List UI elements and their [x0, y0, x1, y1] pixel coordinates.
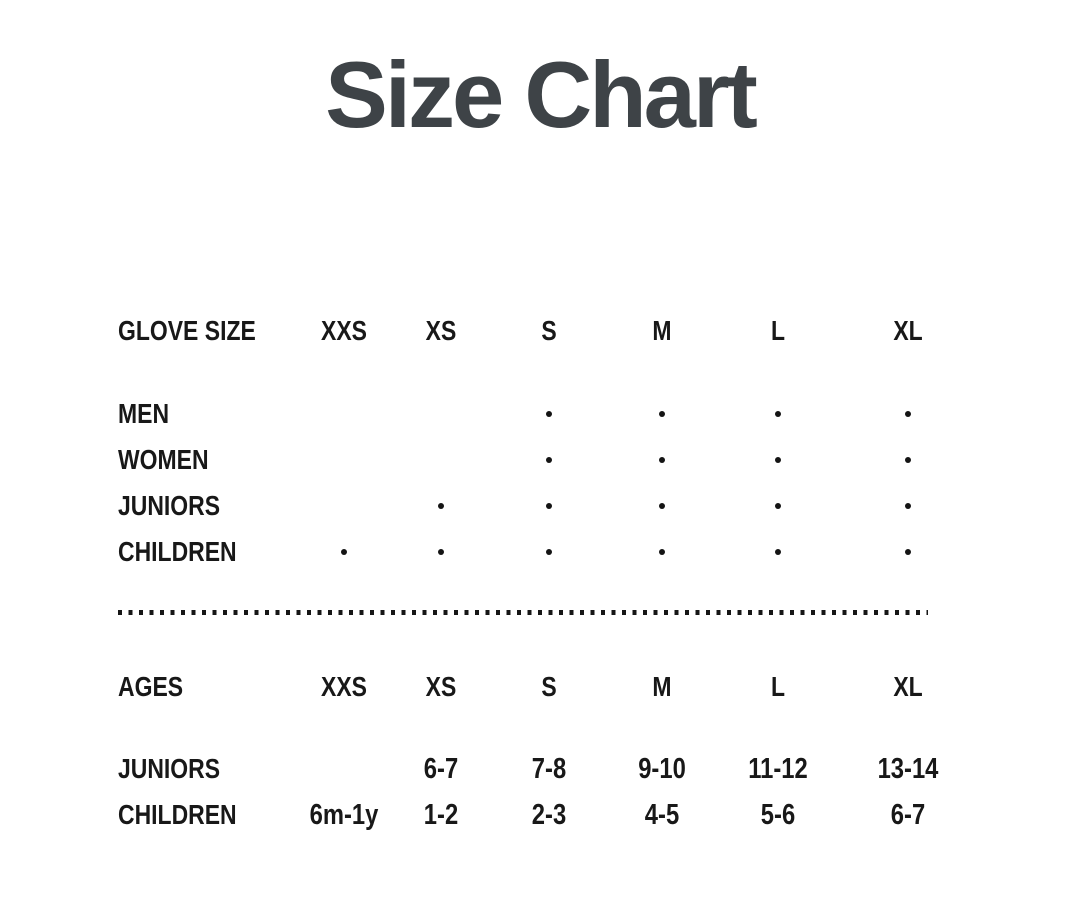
size-dot-icon: [775, 457, 781, 463]
size-dot-icon: [546, 503, 552, 509]
ages-column-header-m: M: [652, 671, 672, 702]
age-value: 9-10: [638, 752, 686, 785]
size-chart: GLOVE SIZE XXS XS S M L XL MEN WOMEN: [118, 308, 978, 838]
row-label-men: MEN: [118, 398, 170, 429]
ages-table-header-row: AGES XXS XS S M L XL: [118, 664, 978, 710]
glove-table-row-children: CHILDREN: [118, 529, 978, 575]
size-dot-icon: [775, 411, 781, 417]
row-label-juniors: JUNIORS: [118, 490, 221, 521]
age-value: 4-5: [644, 798, 680, 831]
column-header-m: M: [652, 315, 672, 346]
ages-row-children: CHILDREN 6m-1y 1-2 2-3 4-5 5-6 6-7: [118, 792, 978, 838]
mark-cell: [606, 549, 718, 555]
mark-cell: [492, 503, 606, 509]
size-dot-icon: [775, 503, 781, 509]
mark-cell: [606, 411, 718, 417]
age-value: 6-7: [890, 798, 926, 831]
ages-column-header-l: L: [770, 671, 786, 702]
age-value: 1-2: [423, 798, 459, 831]
ages-column-header-s: S: [541, 671, 557, 702]
size-dot-icon: [905, 549, 911, 555]
mark-cell: [606, 503, 718, 509]
row-label-children: CHILDREN: [118, 799, 237, 830]
size-dot-icon: [905, 411, 911, 417]
row-label-children: CHILDREN: [118, 536, 237, 567]
size-dot-icon: [905, 503, 911, 509]
size-dot-icon: [659, 411, 665, 417]
column-header-l: L: [770, 315, 786, 346]
size-dot-icon: [438, 503, 444, 509]
age-value: 2-3: [531, 798, 567, 831]
ages-table-body: JUNIORS 6-7 7-8 9-10 11-12 13-14 CHILDRE…: [118, 746, 978, 838]
size-dot-icon: [659, 503, 665, 509]
column-header-xxs: XXS: [321, 315, 367, 346]
age-value: 5-6: [760, 798, 796, 831]
glove-table-row-women: WOMEN: [118, 437, 978, 483]
size-dot-icon: [546, 457, 552, 463]
age-value: 7-8: [531, 752, 567, 785]
mark-cell: [838, 457, 978, 463]
glove-size-table: GLOVE SIZE XXS XS S M L XL MEN WOMEN: [118, 308, 978, 575]
ages-row-juniors: JUNIORS 6-7 7-8 9-10 11-12 13-14: [118, 746, 978, 792]
mark-cell: [718, 549, 838, 555]
mark-cell: [492, 457, 606, 463]
size-dot-icon: [546, 549, 552, 555]
mark-cell: [718, 457, 838, 463]
age-value: 6m-1y: [309, 798, 379, 831]
size-dot-icon: [775, 549, 781, 555]
dotted-divider: [118, 610, 928, 615]
age-value: 13-14: [877, 752, 939, 785]
size-dot-icon: [341, 549, 347, 555]
glove-size-header: GLOVE SIZE: [118, 315, 256, 346]
mark-cell: [718, 503, 838, 509]
row-label-juniors: JUNIORS: [118, 753, 221, 784]
size-dot-icon: [905, 457, 911, 463]
mark-cell: [492, 411, 606, 417]
row-label-women: WOMEN: [118, 444, 209, 475]
mark-cell: [492, 549, 606, 555]
column-header-xl: XL: [893, 315, 923, 346]
ages-column-header-xs: XS: [425, 671, 457, 702]
age-value: 6-7: [423, 752, 459, 785]
ages-header: AGES: [118, 671, 184, 702]
page-title: Size Chart: [325, 42, 758, 147]
mark-cell: [390, 503, 492, 509]
mark-cell: [838, 503, 978, 509]
mark-cell: [298, 549, 390, 555]
age-value: 11-12: [748, 752, 808, 785]
mark-cell: [390, 549, 492, 555]
glove-table-row-juniors: JUNIORS: [118, 483, 978, 529]
glove-table-header-row: GLOVE SIZE XXS XS S M L XL: [118, 308, 978, 354]
glove-table-row-men: MEN: [118, 391, 978, 437]
size-dot-icon: [659, 549, 665, 555]
mark-cell: [838, 549, 978, 555]
size-dot-icon: [659, 457, 665, 463]
column-header-s: S: [541, 315, 557, 346]
size-dot-icon: [438, 549, 444, 555]
ages-table: AGES XXS XS S M L XL JUNIORS 6-7 7-8 9-1…: [118, 664, 978, 838]
mark-cell: [838, 411, 978, 417]
column-header-xs: XS: [425, 315, 457, 346]
ages-column-header-xxs: XXS: [321, 671, 367, 702]
mark-cell: [718, 411, 838, 417]
size-dot-icon: [546, 411, 552, 417]
ages-column-header-xl: XL: [893, 671, 923, 702]
mark-cell: [606, 457, 718, 463]
